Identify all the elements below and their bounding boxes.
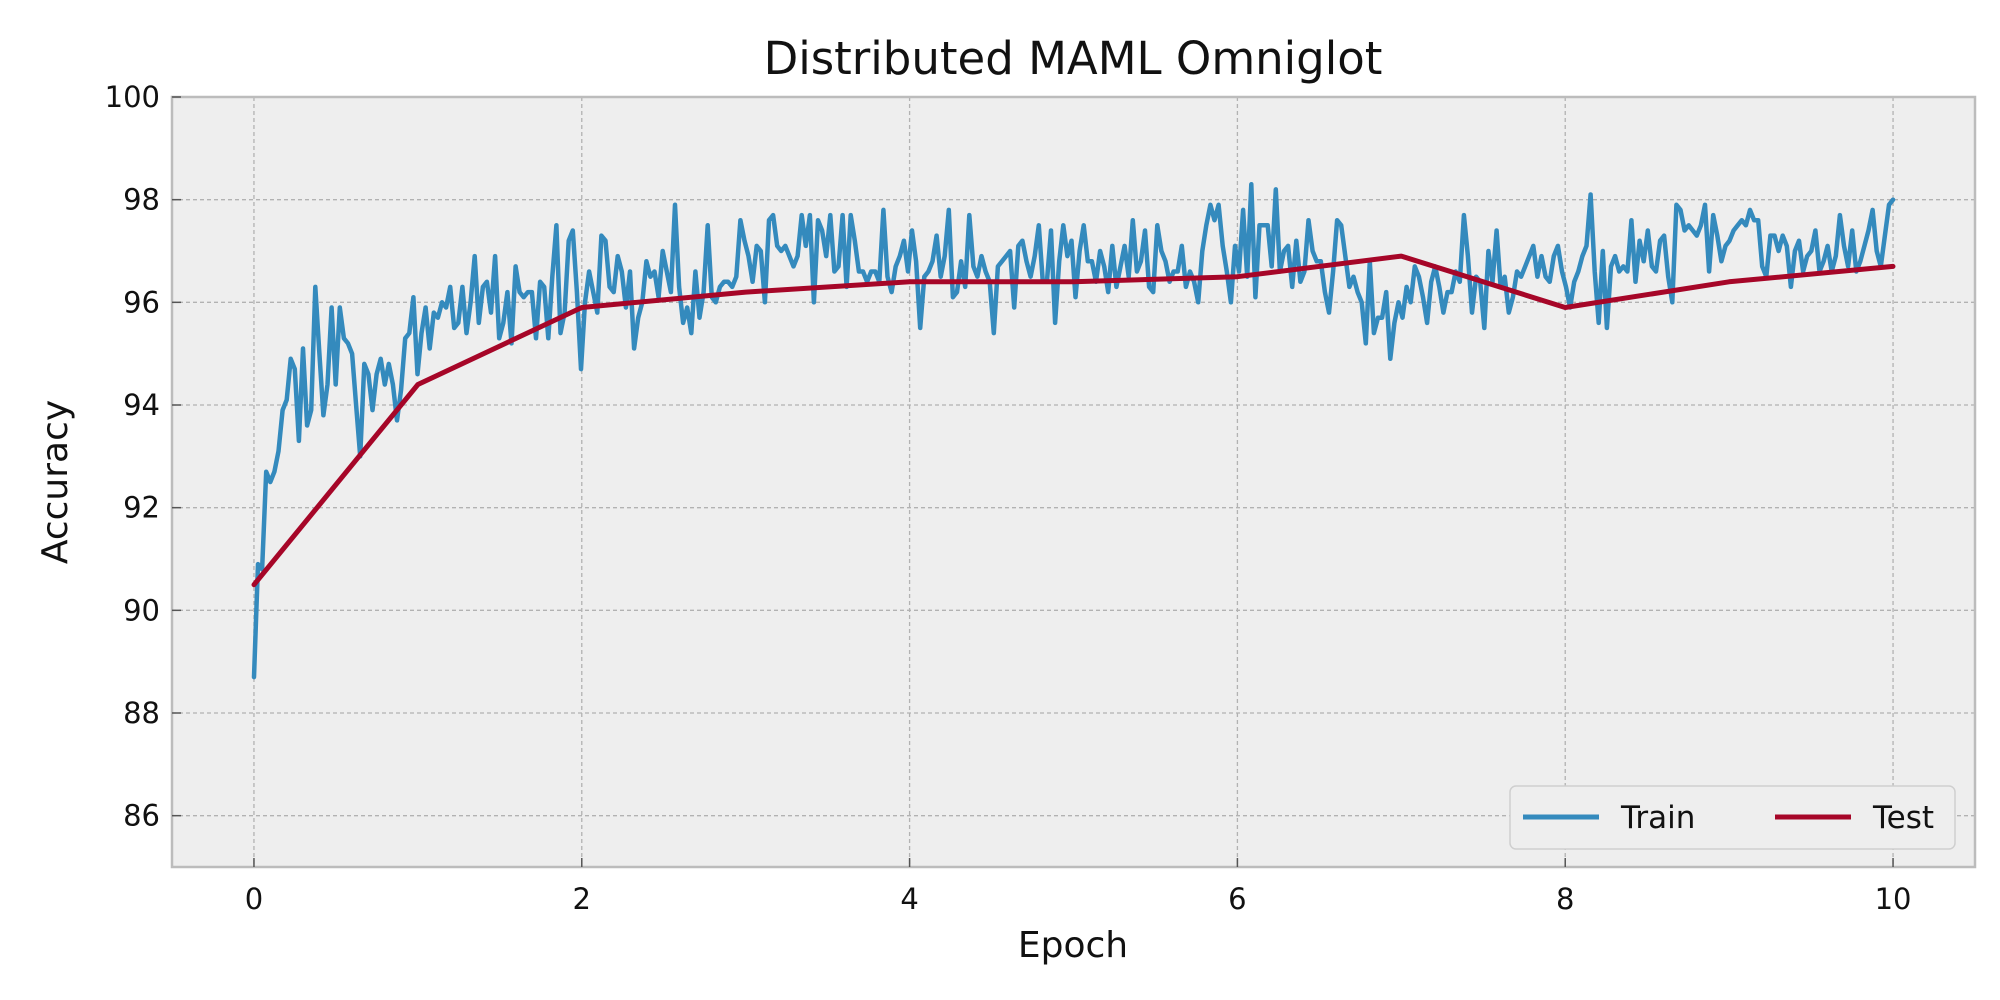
legend-label-train: Train bbox=[1620, 800, 1695, 836]
x-tick-label: 0 bbox=[245, 882, 263, 916]
x-tick-label: 8 bbox=[1556, 882, 1574, 916]
y-tick-label: 100 bbox=[105, 80, 160, 114]
y-tick-label: 92 bbox=[123, 491, 160, 525]
series-line-train bbox=[251, 182, 1896, 680]
axis-ticks: 0 2 4 6 8 10 86 88 90 92 94 96 98 100 bbox=[105, 80, 1912, 916]
y-tick-label: 86 bbox=[123, 799, 160, 833]
y-tick-label: 90 bbox=[123, 593, 160, 627]
series-line-test bbox=[251, 253, 1896, 588]
legend: Train Test bbox=[1509, 785, 1956, 850]
y-axis-label: Accuracy bbox=[35, 400, 76, 564]
legend-box bbox=[1509, 785, 1956, 850]
series-lines bbox=[251, 182, 1896, 680]
y-tick-label: 94 bbox=[123, 388, 160, 422]
x-tick-label: 6 bbox=[1228, 882, 1246, 916]
x-tick-label: 10 bbox=[1875, 882, 1912, 916]
y-tick-label: 88 bbox=[123, 696, 160, 730]
y-tick-label: 96 bbox=[123, 285, 160, 319]
legend-label-test: Test bbox=[1872, 800, 1934, 836]
grid-lines bbox=[172, 96, 1975, 867]
x-tick-label: 4 bbox=[900, 882, 918, 916]
x-tick-label: 2 bbox=[573, 882, 591, 916]
x-axis-label: Epoch bbox=[1018, 925, 1128, 966]
chart-title: Distributed MAML Omniglot bbox=[764, 32, 1383, 85]
plot-frame bbox=[170, 95, 1977, 869]
y-tick-label: 98 bbox=[123, 183, 160, 217]
